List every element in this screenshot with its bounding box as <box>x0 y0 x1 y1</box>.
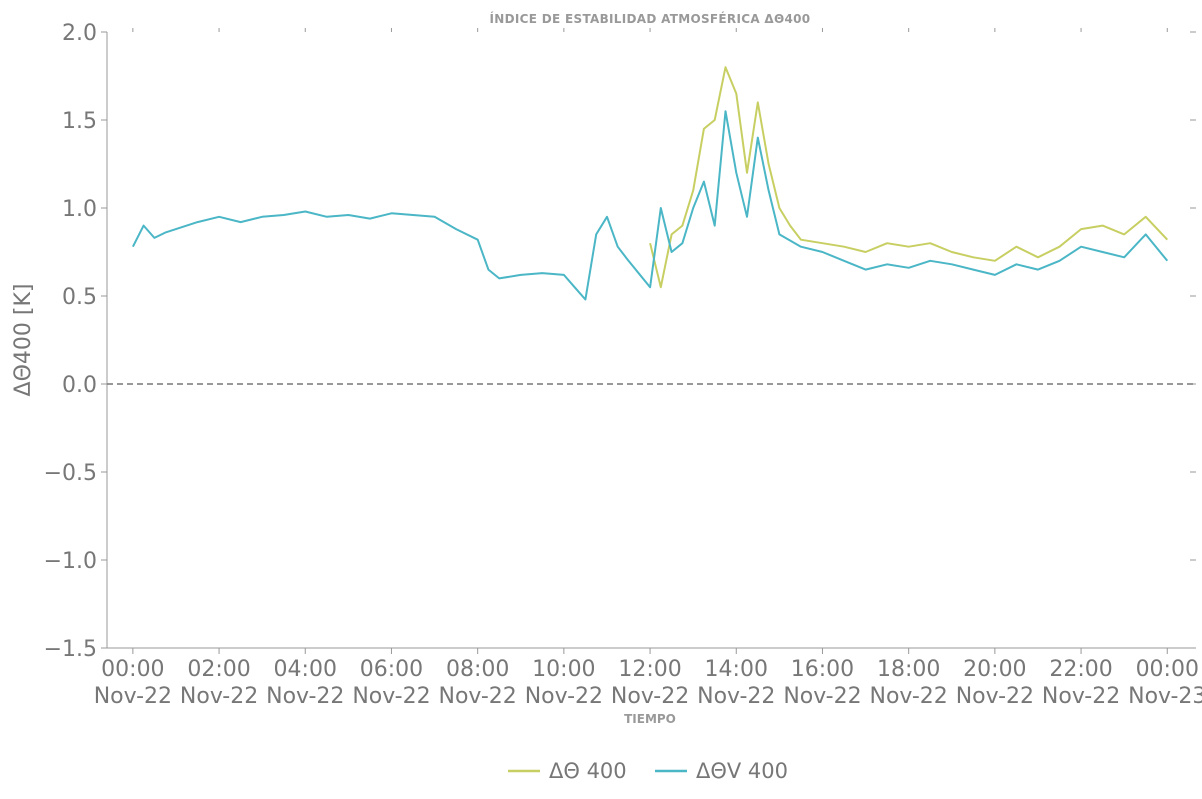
x-ticks: 00:00Nov-2202:00Nov-2204:00Nov-2206:00No… <box>94 28 1202 709</box>
x-tick-label-time: 06:00 <box>360 657 423 682</box>
y-axis-label: ΔΘ400 [K] <box>11 284 36 397</box>
x-tick-label-date: Nov-22 <box>180 684 258 709</box>
series-line-0 <box>649 66 1169 289</box>
x-tick-label-time: 00:00 <box>101 657 164 682</box>
y-tick-label: −1.5 <box>44 637 97 662</box>
x-tick-label-time: 02:00 <box>187 657 250 682</box>
x-tick-label-date: Nov-22 <box>352 684 430 709</box>
y-tick-label: 0.5 <box>62 285 97 310</box>
y-tick-label: −1.0 <box>44 549 97 574</box>
x-tick-label-date: Nov-22 <box>525 684 603 709</box>
x-tick-label-time: 20:00 <box>963 657 1026 682</box>
y-tick-label: −0.5 <box>44 461 97 486</box>
y-ticks: 2.0 1.5 1.0 0.5 0.0 −0.5 −1.0 −1.5 <box>44 21 1196 662</box>
chart-title: ÍNDICE DE ESTABILIDAD ATMOSFÉRICA ΔΘ400 <box>490 11 811 26</box>
x-tick-label-time: 12:00 <box>618 657 681 682</box>
y-tick-label: 1.0 <box>62 197 97 222</box>
x-tick-label-time: 22:00 <box>1049 657 1112 682</box>
x-tick-label-date: Nov-22 <box>611 684 689 709</box>
plot-area: 2.01.51.00.50.0−0.5−1.0−1.5 00:00Nov-220… <box>44 21 1202 709</box>
x-tick-label-time: 08:00 <box>446 657 509 682</box>
x-tick-label-date: Nov-22 <box>783 684 861 709</box>
y-tick-label: 1.5 <box>62 109 97 134</box>
legend: ΔΘ 400 ΔΘV 400 <box>508 759 788 783</box>
x-tick-label-date: Nov-23 <box>1128 684 1202 709</box>
x-tick-label-date: Nov-22 <box>697 684 775 709</box>
y-tick-label: 0.0 <box>62 373 97 398</box>
x-tick-label-time: 10:00 <box>532 657 595 682</box>
x-tick-label-time: 04:00 <box>274 657 337 682</box>
x-tick-label-time: 16:00 <box>791 657 854 682</box>
x-tick-label-time: 00:00 <box>1136 657 1199 682</box>
series-lines <box>132 66 1169 301</box>
x-tick-label-time: 14:00 <box>705 657 768 682</box>
x-tick-label-date: Nov-22 <box>956 684 1034 709</box>
x-tick-label-date: Nov-22 <box>1042 684 1120 709</box>
legend-label-1: ΔΘV 400 <box>696 759 788 783</box>
x-axis-label: TIEMPO <box>624 712 676 726</box>
x-tick-label-date: Nov-22 <box>94 684 172 709</box>
series-line-1 <box>132 110 1169 301</box>
x-tick-label-date: Nov-22 <box>870 684 948 709</box>
x-tick-label-date: Nov-22 <box>266 684 344 709</box>
y-tick-label: 2.0 <box>62 21 97 46</box>
legend-label-0: ΔΘ 400 <box>549 759 627 783</box>
x-tick-label-date: Nov-22 <box>439 684 517 709</box>
x-tick-label-time: 18:00 <box>877 657 940 682</box>
